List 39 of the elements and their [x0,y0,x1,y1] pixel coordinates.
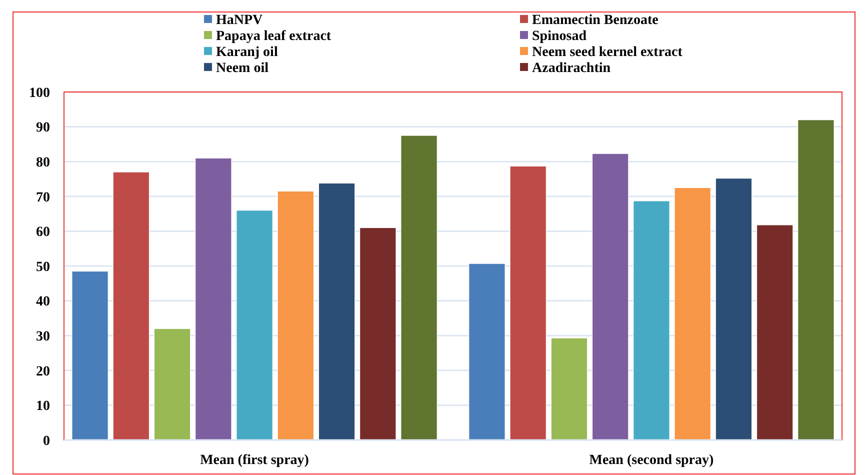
bar [360,227,396,440]
bar [674,187,711,440]
x-tick-label: Mean (first spray) [200,453,310,468]
legend-label: Neem oil [216,61,269,76]
y-tick-label: 80 [36,156,50,170]
bar [195,158,232,440]
bar [510,166,546,440]
y-tick-label: 10 [36,399,50,414]
legend-label: HaNPV [216,13,263,28]
y-tick-label: 20 [36,364,50,380]
bar [715,178,752,440]
legend-label: Azadirachtin [532,61,611,76]
y-tick-label: 70 [36,190,50,206]
legend-label: Spinosad [532,29,587,44]
bar [592,153,629,440]
y-tick-label: 100 [29,86,50,101]
y-tick-label: 50 [36,260,50,275]
bar [277,190,314,440]
bar [550,338,588,440]
bar [318,182,356,440]
bar [72,270,108,440]
bar [400,135,438,440]
bar [756,224,794,440]
y-tick-label: 0 [43,434,50,449]
legend-label: Papaya leaf extract [216,29,332,44]
bar [633,200,670,440]
y-tick-label: 90 [36,120,50,136]
y-tick-label: 30 [36,330,50,344]
bar [154,328,191,440]
bar [468,263,506,440]
legend-label: Neem seed kernel extract [532,45,683,60]
legend-label: Emamectin Benzoate [532,13,658,28]
x-tick-label: Mean (second spray) [589,453,714,468]
y-tick-label: 40 [36,294,50,310]
bar [112,172,150,440]
y-tick-label: 60 [36,225,50,240]
bar [236,210,273,440]
bar [798,120,834,440]
legend-label: Karanj oil [216,45,278,60]
